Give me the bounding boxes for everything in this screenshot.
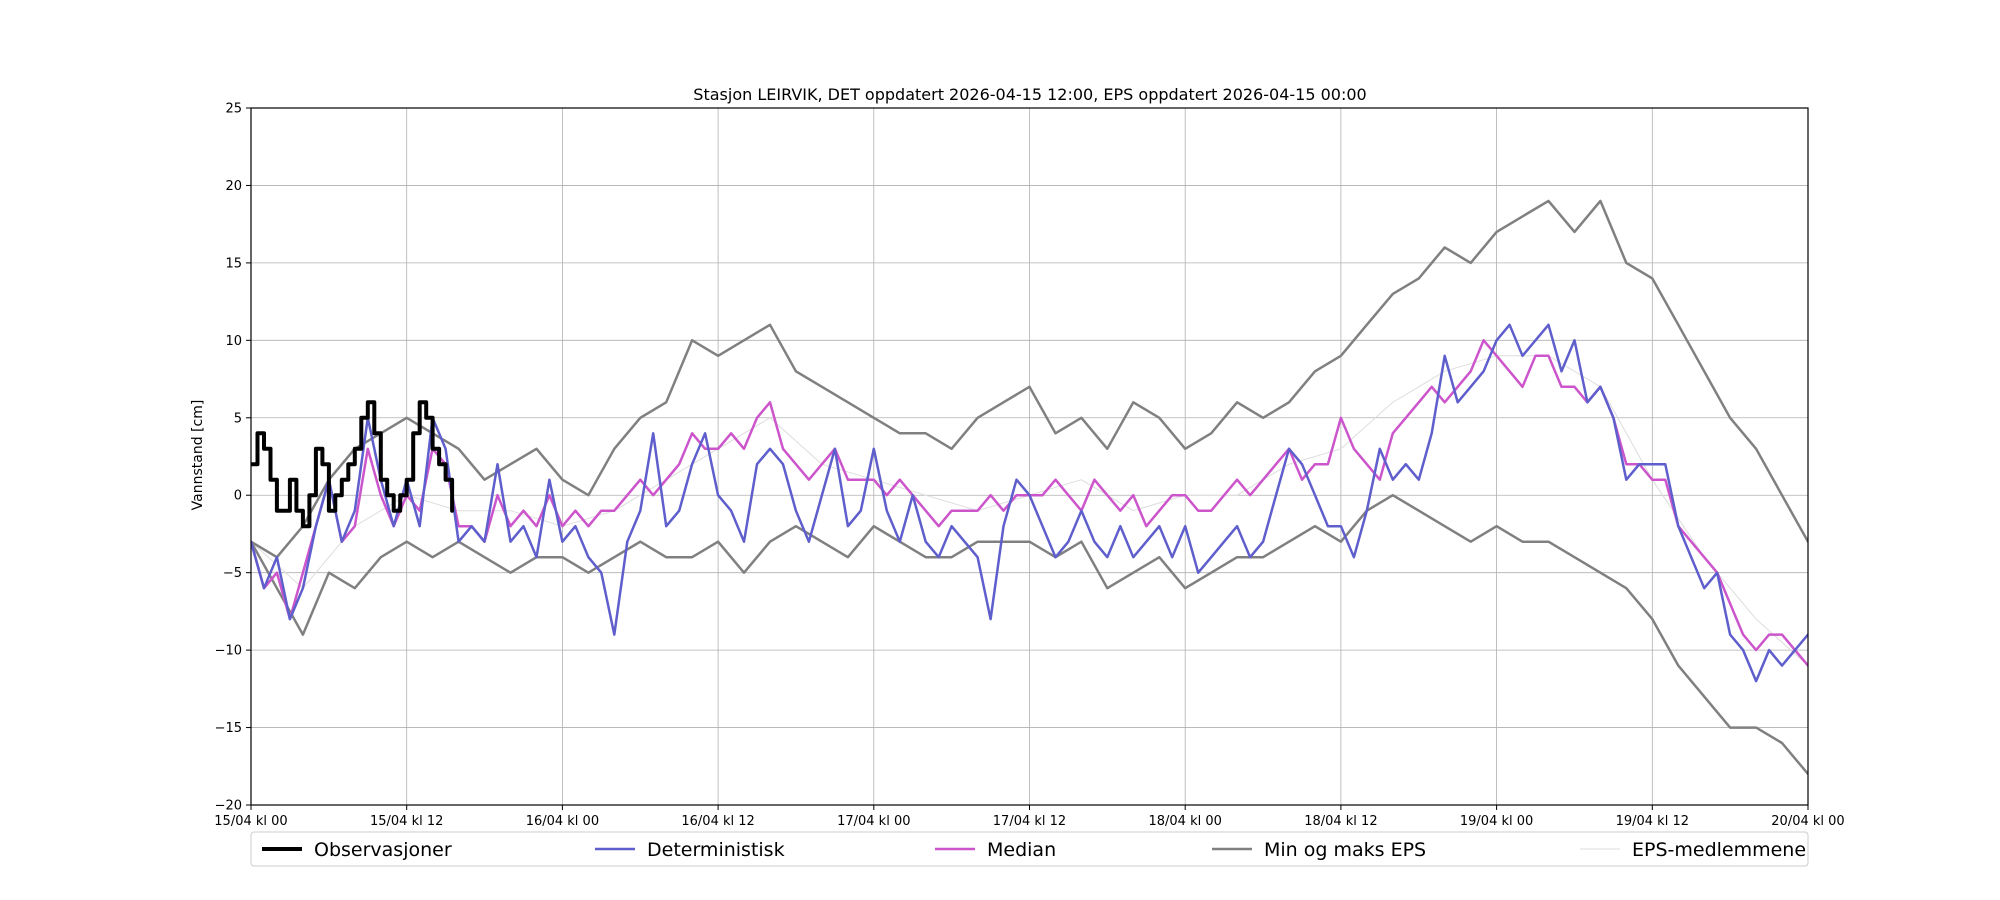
x-tick-label: 20/04 kl 00 xyxy=(1771,814,1844,829)
y-axis-label: Vannstand [cm] xyxy=(190,400,206,511)
x-tick-label: 19/04 kl 00 xyxy=(1460,814,1533,829)
legend-label: EPS-medlemmene xyxy=(1632,839,1806,861)
legend-label: Median xyxy=(987,839,1056,861)
y-tick-label: −5 xyxy=(223,566,242,581)
series-line-deterministisk xyxy=(251,323,1808,683)
series-line-min-og-maks-eps xyxy=(251,199,1808,559)
x-tick-label: 16/04 kl 12 xyxy=(681,814,754,829)
y-tick-label: 5 xyxy=(234,411,242,426)
chart-title: Stasjon LEIRVIK, DET oppdatert 2026-04-1… xyxy=(693,85,1366,104)
y-tick-label: −20 xyxy=(215,799,242,814)
legend-label: Observasjoner xyxy=(314,839,452,861)
x-tick-label: 15/04 kl 00 xyxy=(214,814,287,829)
x-axis: 15/04 kl 00 15/04 kl 12 16/04 kl 00 16/04 k… xyxy=(214,805,1845,829)
y-tick-label: −10 xyxy=(215,644,242,659)
y-tick-label: 0 xyxy=(234,489,242,504)
y-tick-label: 20 xyxy=(225,179,242,194)
legend-label: Deterministisk xyxy=(647,839,785,861)
grid xyxy=(250,107,1809,806)
x-tick-label: 18/04 kl 12 xyxy=(1304,814,1377,829)
x-tick-label: 17/04 kl 12 xyxy=(993,814,1066,829)
legend-frame xyxy=(250,831,1809,867)
series-line-observasjoner xyxy=(251,400,455,529)
y-tick-label: 10 xyxy=(225,334,242,349)
y-tick-label: 25 xyxy=(225,102,242,117)
x-tick-label: 15/04 kl 12 xyxy=(370,814,443,829)
y-tick-label: −15 xyxy=(215,721,242,736)
series-line-min-max-eps-lower xyxy=(251,493,1808,776)
x-tick-label: 17/04 kl 00 xyxy=(837,814,910,829)
x-tick-label: 18/04 kl 00 xyxy=(1148,814,1221,829)
x-tick-label: 16/04 kl 00 xyxy=(526,814,599,829)
legend: Observasjoner Deterministisk Median Min og … xyxy=(250,831,1809,867)
x-tick-label: 19/04 kl 12 xyxy=(1616,814,1689,829)
legend-label: Min og maks EPS xyxy=(1264,839,1426,861)
series-layer xyxy=(251,199,1808,776)
y-axis: −20 −15 −10 −5 0 5 10 15 20 25 xyxy=(215,102,251,814)
y-tick-label: 15 xyxy=(225,256,242,271)
